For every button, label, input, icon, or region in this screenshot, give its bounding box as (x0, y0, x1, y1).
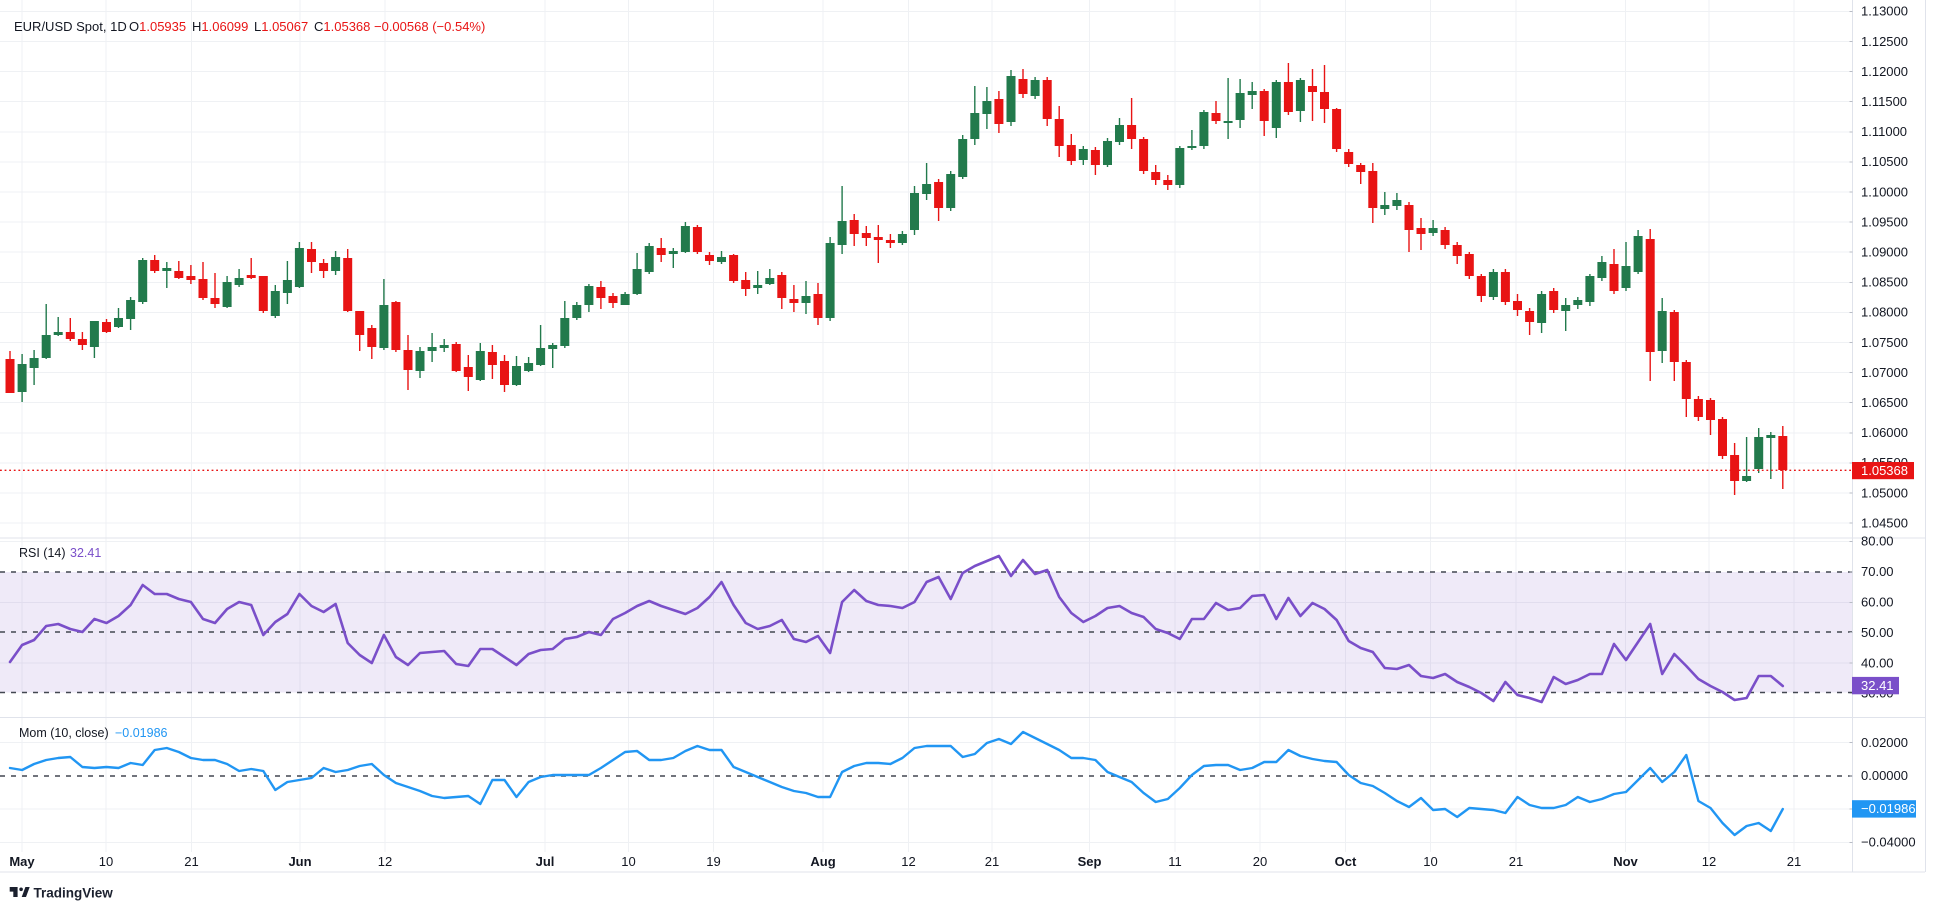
svg-text:1.05000: 1.05000 (1861, 485, 1908, 500)
svg-text:12: 12 (901, 854, 915, 869)
svg-text:32.41: 32.41 (70, 546, 101, 560)
svg-text:10: 10 (99, 854, 113, 869)
svg-text:21: 21 (1509, 854, 1523, 869)
svg-text:−0.01986: −0.01986 (1861, 801, 1916, 816)
svg-text:Mom (10, close): Mom (10, close) (19, 726, 109, 740)
svg-text:1.06000: 1.06000 (1861, 425, 1908, 440)
svg-text:EUR/USD Spot, 1D: EUR/USD Spot, 1D (14, 19, 127, 34)
svg-text:1.04500: 1.04500 (1861, 515, 1908, 530)
svg-text:Sep: Sep (1078, 854, 1102, 869)
svg-text:20: 20 (1253, 854, 1267, 869)
svg-text:0.00000: 0.00000 (1861, 768, 1908, 783)
svg-text:11: 11 (1168, 854, 1182, 869)
svg-text:10: 10 (1423, 854, 1437, 869)
svg-text:1.12000: 1.12000 (1861, 64, 1908, 79)
svg-text:1.08500: 1.08500 (1861, 275, 1908, 290)
svg-text:19: 19 (706, 854, 720, 869)
svg-text:21: 21 (184, 854, 198, 869)
svg-text:80.00: 80.00 (1861, 534, 1894, 549)
svg-text:12: 12 (1702, 854, 1716, 869)
svg-text:10: 10 (621, 854, 635, 869)
svg-text:TradingView: TradingView (34, 886, 114, 901)
svg-text:1.11500: 1.11500 (1861, 94, 1907, 109)
svg-text:L1.05067: L1.05067 (254, 19, 308, 34)
svg-text:50.00: 50.00 (1861, 625, 1894, 640)
svg-text:1.09000: 1.09000 (1861, 245, 1908, 260)
svg-text:Jul: Jul (536, 854, 555, 869)
svg-text:C1.05368: C1.05368 (314, 19, 370, 34)
svg-text:1.07500: 1.07500 (1861, 335, 1908, 350)
svg-text:1.10500: 1.10500 (1861, 154, 1908, 169)
svg-text:O1.05935: O1.05935 (129, 19, 186, 34)
svg-text:Jun: Jun (288, 854, 311, 869)
svg-text:1.08000: 1.08000 (1861, 305, 1908, 320)
svg-text:21: 21 (1787, 854, 1801, 869)
svg-text:1.10000: 1.10000 (1861, 184, 1908, 199)
svg-text:70.00: 70.00 (1861, 564, 1894, 579)
svg-text:1.06500: 1.06500 (1861, 395, 1908, 410)
svg-text:Nov: Nov (1613, 854, 1638, 869)
svg-text:Aug: Aug (810, 854, 835, 869)
svg-text:12: 12 (378, 854, 392, 869)
svg-text:1.11000: 1.11000 (1861, 124, 1907, 139)
svg-text:40.00: 40.00 (1861, 655, 1894, 670)
svg-text:21: 21 (985, 854, 999, 869)
svg-text:1.09500: 1.09500 (1861, 214, 1908, 229)
svg-text:RSI (14): RSI (14) (19, 546, 66, 560)
svg-text:−0.04000: −0.04000 (1861, 835, 1916, 850)
svg-text:−0.01986: −0.01986 (115, 726, 168, 740)
svg-text:1.07000: 1.07000 (1861, 365, 1908, 380)
svg-text:1.12500: 1.12500 (1861, 34, 1908, 49)
svg-text:32.41: 32.41 (1861, 678, 1894, 693)
svg-text:1.13000: 1.13000 (1861, 4, 1908, 19)
svg-text:1.05368: 1.05368 (1861, 463, 1908, 478)
svg-text:0.02000: 0.02000 (1861, 735, 1908, 750)
svg-text:60.00: 60.00 (1861, 595, 1894, 610)
svg-text:H1.06099: H1.06099 (192, 19, 248, 34)
svg-text:Oct: Oct (1335, 854, 1357, 869)
svg-text:May: May (9, 854, 35, 869)
svg-text:−0.00568 (−0.54%): −0.00568 (−0.54%) (374, 19, 485, 34)
